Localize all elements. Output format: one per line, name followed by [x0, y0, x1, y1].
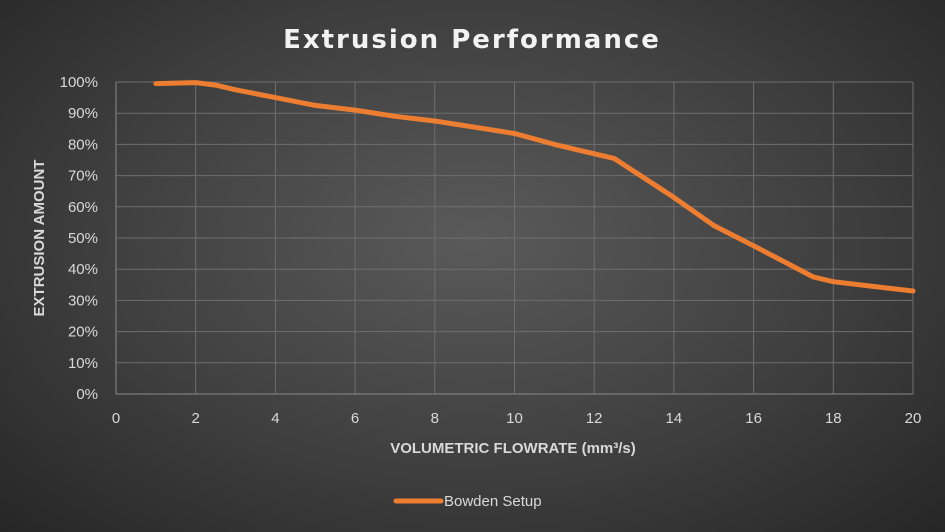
x-tick-label: 8 — [431, 410, 439, 427]
y-tick-label: 10% — [68, 355, 98, 372]
y-tick-label: 70% — [68, 168, 98, 185]
y-tick-label: 80% — [68, 136, 98, 153]
y-tick-label: 0% — [76, 386, 98, 403]
chart-title: Extrusion Performance — [283, 25, 661, 55]
y-tick-label: 90% — [68, 105, 98, 122]
gridlines — [115, 81, 914, 395]
x-tick-label: 10 — [506, 410, 523, 427]
y-tick-label: 40% — [68, 261, 98, 278]
x-tick-label: 20 — [905, 410, 922, 427]
y-tick-label: 30% — [68, 292, 98, 309]
x-tick-label: 0 — [112, 410, 120, 427]
x-tick-label: 2 — [192, 410, 200, 427]
x-tick-label: 18 — [825, 410, 842, 427]
x-tick-label: 14 — [666, 410, 683, 427]
series-layer — [153, 80, 916, 294]
y-axis-label: EXTRUSION AMOUNT — [31, 160, 48, 317]
x-tick-label: 16 — [745, 410, 762, 427]
x-axis-ticks: 0 2 4 6 8 10 12 14 16 18 20 — [112, 410, 922, 427]
y-tick-label: 50% — [68, 230, 98, 247]
series-line-bowden-setup — [153, 80, 916, 294]
legend-label-bowden-setup: Bowden Setup — [444, 493, 542, 510]
y-tick-label: 20% — [68, 324, 98, 341]
x-tick-label: 6 — [351, 410, 359, 427]
y-tick-label: 100% — [60, 74, 98, 91]
y-axis-ticks: 0% 10% 20% 30% 40% 50% 60% 70% 80% 90% 100% — [60, 74, 98, 403]
x-tick-label: 12 — [586, 410, 603, 427]
x-tick-label: 4 — [271, 410, 279, 427]
legend: Bowden Setup — [393, 493, 542, 510]
y-tick-label: 60% — [68, 199, 98, 216]
x-axis-label: VOLUMETRIC FLOWRATE (mm³/s) — [390, 440, 636, 457]
